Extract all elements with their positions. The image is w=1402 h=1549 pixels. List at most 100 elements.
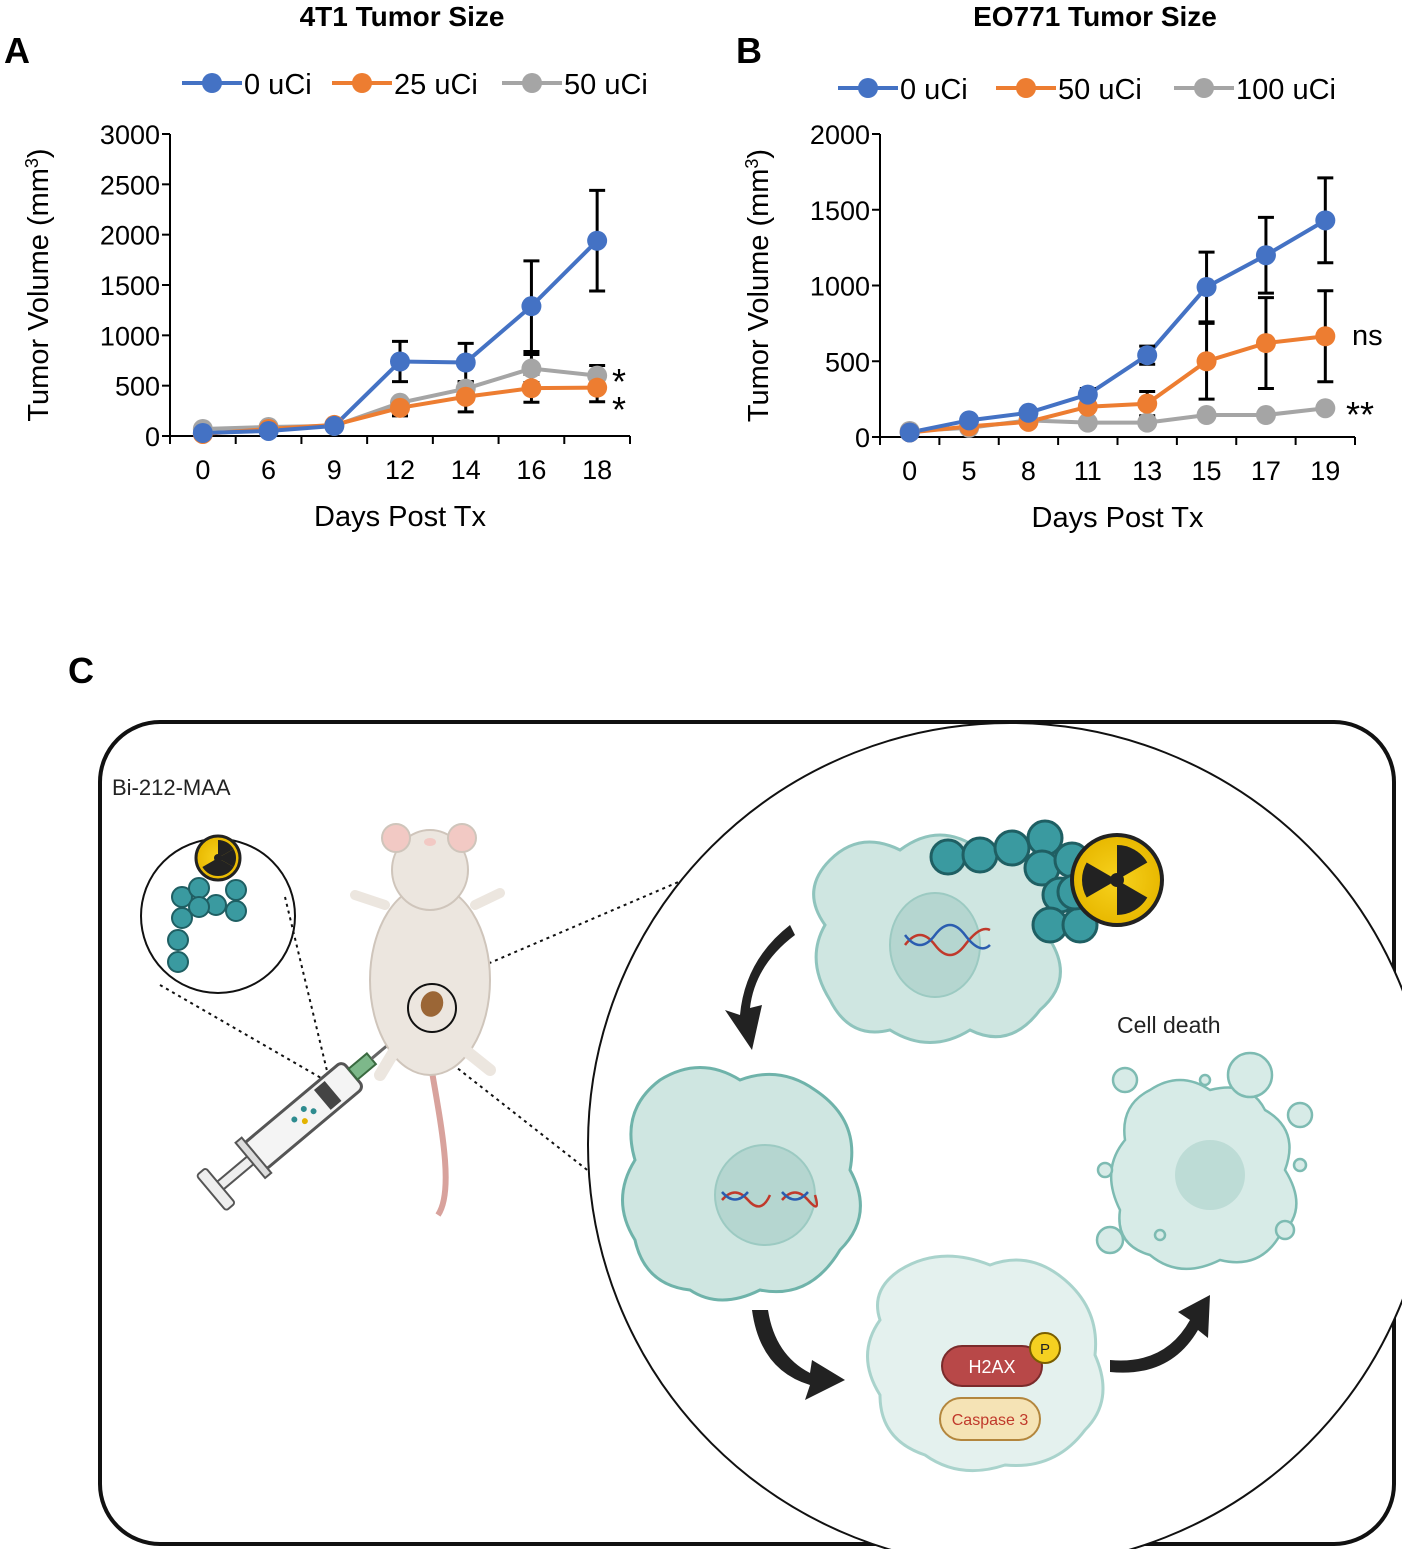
- y-tick-label: 2000: [810, 120, 870, 150]
- data-point-2-5: [1196, 405, 1217, 426]
- flow-arrows: [725, 925, 1210, 1400]
- x-tick-label: 0: [195, 455, 210, 485]
- x-tick-label: 18: [582, 455, 612, 485]
- legend-label-0: 0 uCi: [244, 69, 312, 101]
- mouse: [350, 823, 505, 1217]
- y-tick-label: 1500: [100, 271, 160, 301]
- particle-zoom-circle: [140, 834, 296, 994]
- significance-annotation-1: *: [612, 389, 626, 430]
- data-point-2-3: [1077, 412, 1098, 433]
- x-tick-label: 17: [1251, 456, 1281, 486]
- panel-b-letter: B: [736, 30, 762, 71]
- radiation-icon-large: [1070, 833, 1164, 927]
- data-point-0-0: [899, 422, 920, 443]
- cell-top: [812, 833, 1062, 1044]
- data-point-2-7: [1315, 398, 1336, 419]
- maa-particle-large: [929, 819, 1099, 944]
- data-point-1-4: [1137, 393, 1158, 414]
- mechanism-diagram: Bi-212-MAA: [98, 720, 1402, 1549]
- data-point-1-6: [587, 377, 608, 398]
- y-axis-label: Tumor Volume (mm3): [22, 148, 55, 421]
- y-tick-label: 2000: [100, 221, 160, 251]
- legend-label-1: 50 uCi: [1058, 74, 1142, 106]
- data-point-0-6: [587, 230, 608, 251]
- legend-marker-1: [1016, 78, 1036, 98]
- chart-title: EO771 Tumor Size: [973, 1, 1217, 32]
- chart-eo771-tumor-size: EO771 Tumor Size 0 uCi 50 uCi 100 uCi 0 500 10…: [742, 1, 1383, 534]
- data-point-0-1: [959, 410, 980, 431]
- x-tick-label: 19: [1310, 456, 1340, 486]
- data-point-0-6: [1255, 245, 1276, 266]
- data-point-0-0: [192, 422, 213, 443]
- data-point-0-4: [1137, 345, 1158, 366]
- legend-label-2: 100 uCi: [1236, 74, 1336, 106]
- cell-death-label: Cell death: [1117, 1012, 1221, 1038]
- significance-annotation-0: *: [612, 361, 626, 402]
- x-axis-label: Days Post Tx: [1032, 502, 1204, 534]
- cell-apoptosis-markers: H2AX P Caspase 3: [866, 1254, 1105, 1473]
- x-tick-label: 6: [261, 455, 276, 485]
- y-tick-label: 500: [825, 347, 870, 377]
- data-point-0-1: [258, 420, 279, 441]
- x-tick-label: 0: [902, 456, 917, 486]
- legend-marker-2: [1194, 78, 1214, 98]
- chart-4t1-tumor-size: 4T1 Tumor Size 0 uCi 25 uCi 50 uCi 0 500 1000 1…: [22, 1, 648, 533]
- y-tick-label: 500: [115, 372, 160, 402]
- dna-intact-icon: [904, 927, 991, 957]
- legend-label-1: 25 uCi: [394, 69, 478, 101]
- data-point-1-3: [390, 397, 410, 418]
- data-point-1-7: [1315, 326, 1336, 347]
- x-tick-label: 11: [1074, 456, 1102, 486]
- y-tick-label: 1000: [810, 272, 870, 302]
- y-tick-label: 2500: [100, 170, 160, 200]
- agent-label: Bi-212-MAA: [112, 775, 231, 800]
- data-point-0-3: [390, 351, 410, 372]
- legend-marker-1: [352, 73, 372, 93]
- caspase-box: [939, 1397, 1041, 1441]
- y-tick-label: 0: [855, 423, 870, 453]
- x-tick-label: 5: [962, 456, 977, 486]
- x-tick-label: 9: [327, 455, 342, 485]
- data-point-0-7: [1315, 210, 1336, 231]
- maa-particle-small: [167, 877, 247, 973]
- x-tick-label: 8: [1021, 456, 1036, 486]
- significance-annotation-1: **: [1346, 394, 1374, 435]
- y-tick-label: 1500: [810, 196, 870, 226]
- phospho-label: P: [1040, 1341, 1050, 1358]
- data-point-0-2: [324, 415, 345, 436]
- radiation-icon-small: [194, 834, 242, 882]
- data-point-0-5: [521, 296, 542, 317]
- data-point-0-4: [455, 352, 476, 373]
- x-tick-label: 15: [1192, 456, 1222, 486]
- data-point-0-2: [1018, 402, 1039, 423]
- syringe: [196, 1034, 400, 1211]
- legend-marker-0: [858, 78, 878, 98]
- x-axis-label: Days Post Tx: [314, 501, 486, 533]
- data-point-1-5: [521, 378, 542, 399]
- y-tick-label: 1000: [100, 321, 160, 351]
- dna-broken-icon: [721, 1191, 772, 1208]
- x-tick-label: 16: [516, 455, 546, 485]
- x-tick-label: 12: [385, 455, 415, 485]
- data-point-1-4: [455, 386, 476, 407]
- legend-label-2: 50 uCi: [564, 69, 648, 101]
- panel-c-letter: C: [68, 650, 94, 691]
- phospho-badge: [1029, 1332, 1061, 1364]
- data-point-0-3: [1077, 384, 1098, 405]
- chart-title: 4T1 Tumor Size: [300, 1, 505, 32]
- cell-dna-damage: [621, 1066, 862, 1302]
- y-axis-label: Tumor Volume (mm3): [742, 149, 775, 422]
- data-point-2-4: [1137, 412, 1158, 433]
- legend-label-0: 0 uCi: [900, 74, 968, 106]
- caspase-label: Caspase 3: [952, 1412, 1029, 1429]
- data-point-1-6: [1255, 333, 1276, 354]
- data-point-0-5: [1196, 277, 1217, 298]
- x-tick-label: 14: [451, 455, 481, 485]
- x-tick-label: 13: [1132, 456, 1162, 486]
- data-point-2-6: [1255, 405, 1276, 426]
- significance-annotation-0: ns: [1352, 320, 1383, 352]
- panel-a-letter: A: [4, 30, 30, 71]
- data-point-1-5: [1196, 351, 1217, 372]
- y-tick-label: 0: [145, 422, 160, 452]
- h2ax-box: [941, 1345, 1043, 1387]
